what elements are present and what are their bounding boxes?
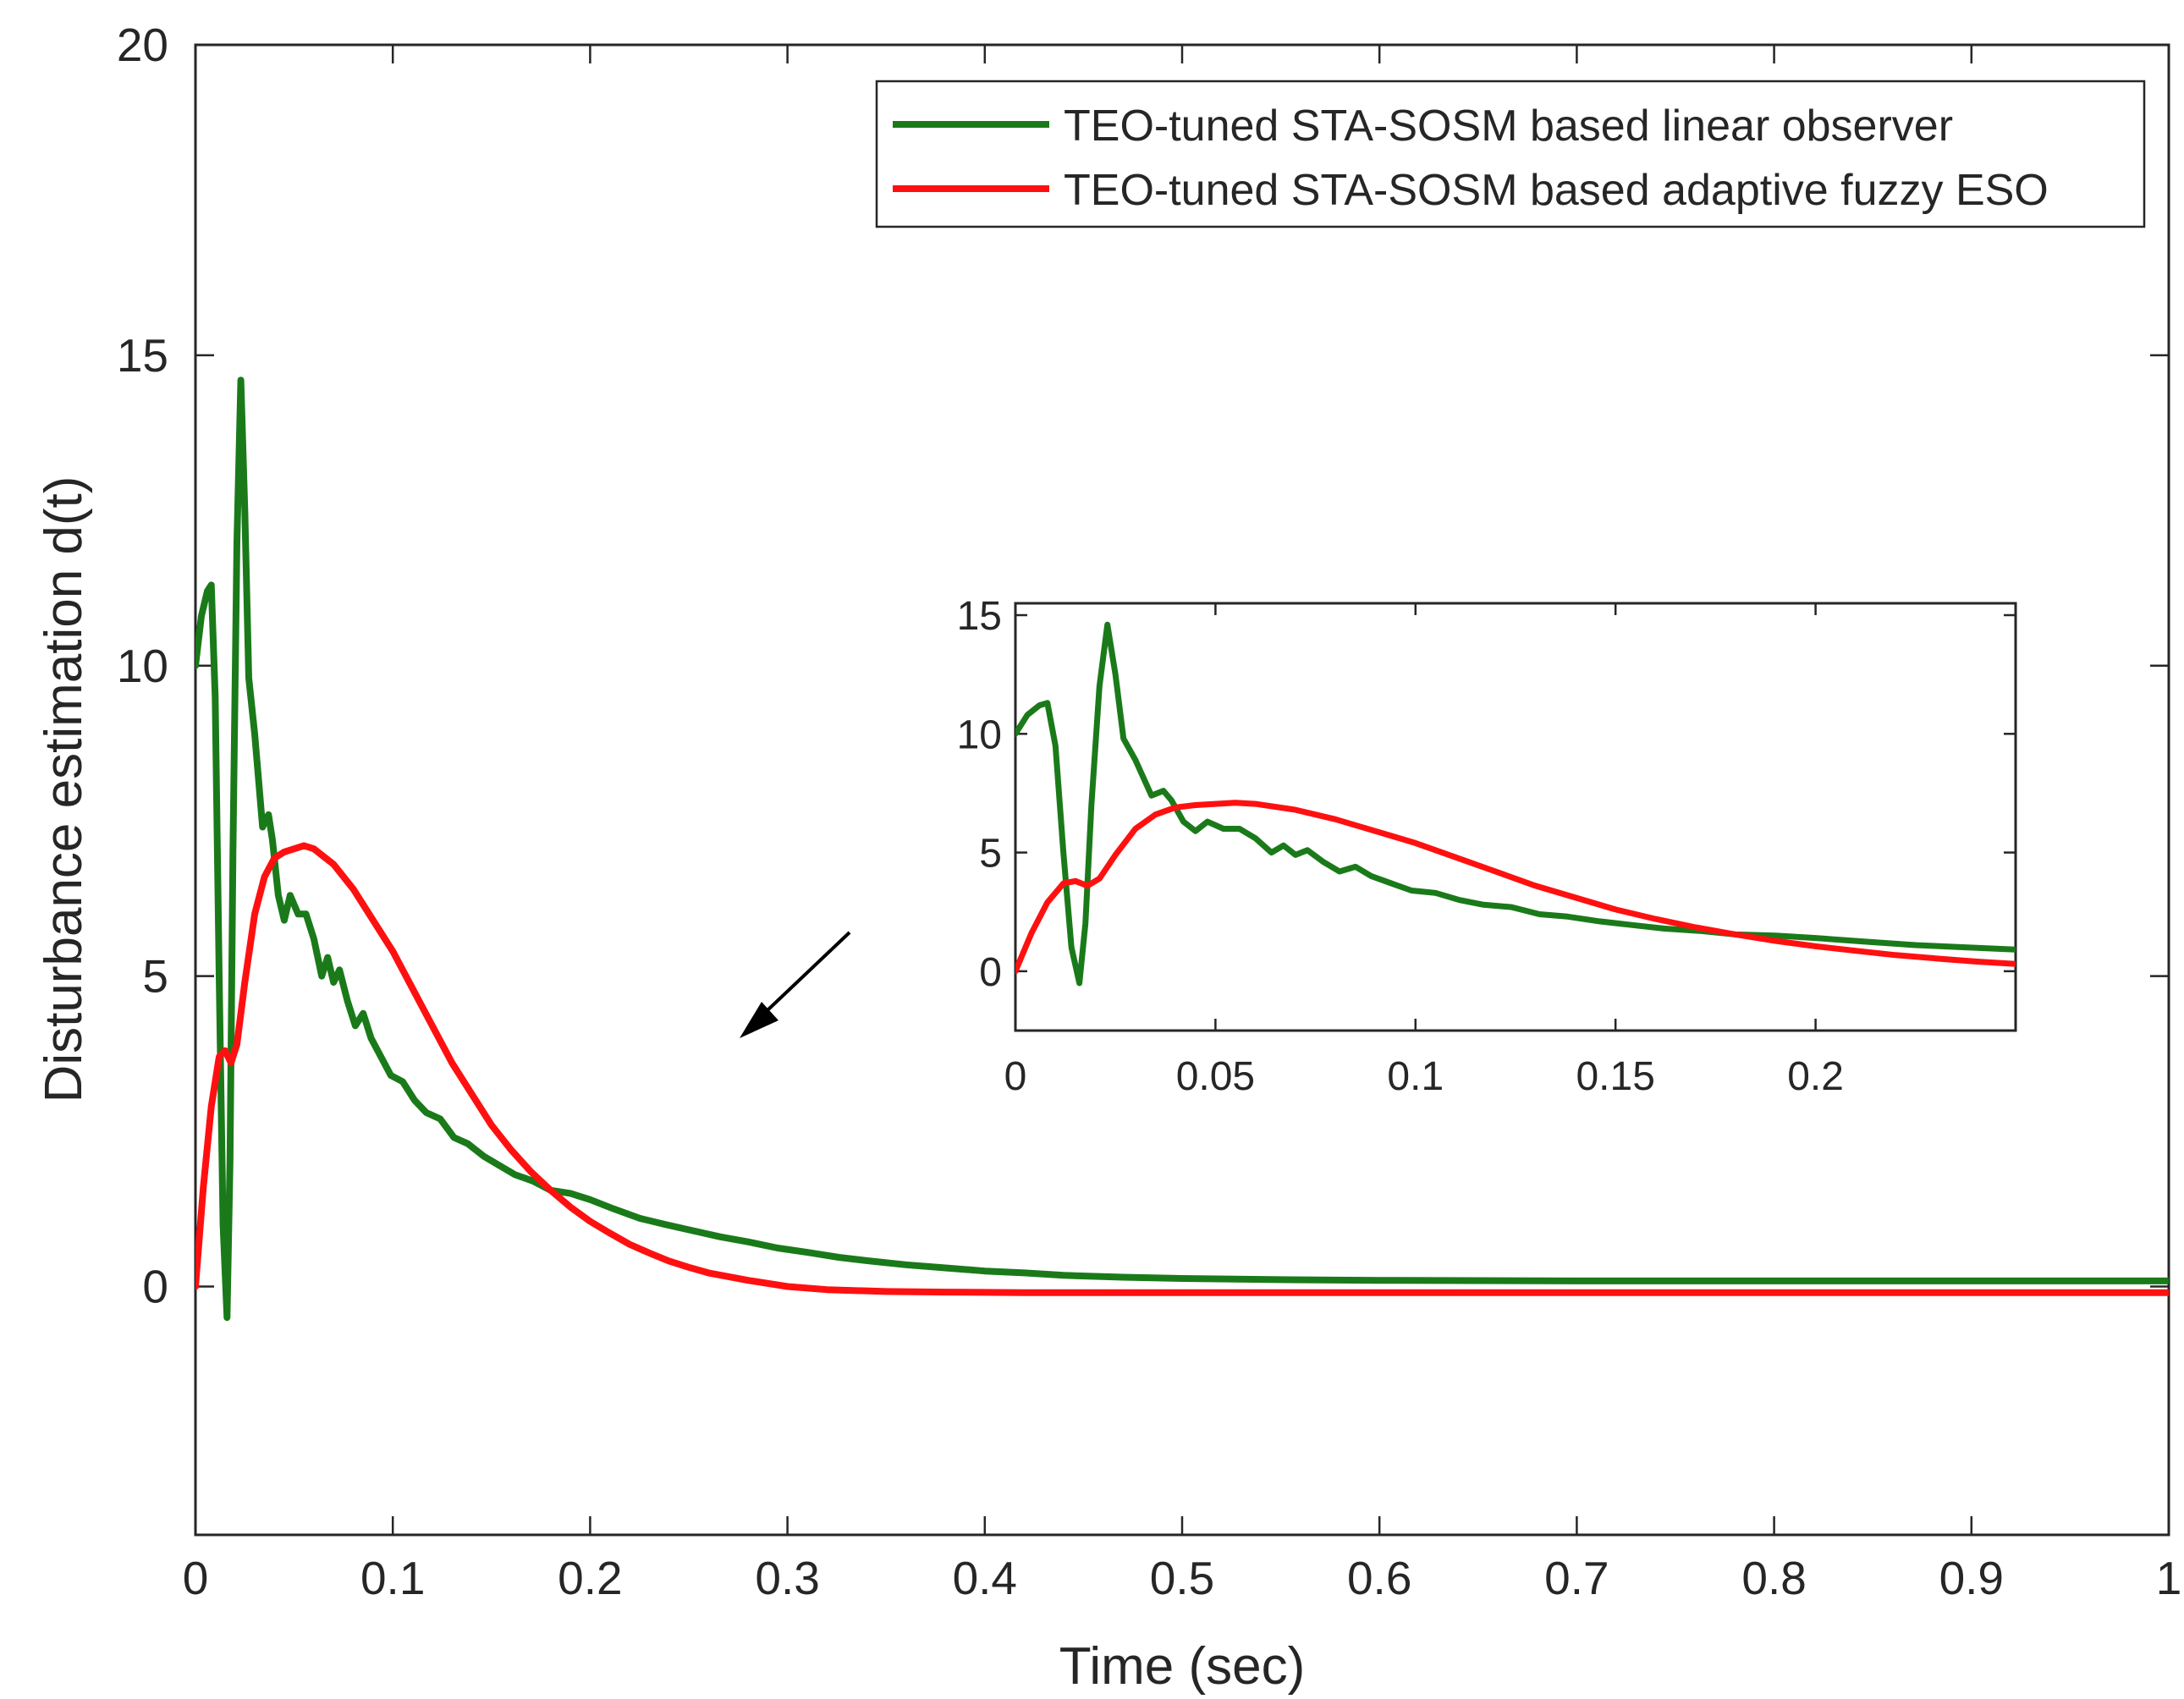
inset-series-lines: [1015, 621, 2016, 987]
main-y-tick-label-10: 10: [117, 640, 168, 692]
inset-axes: 0 0.05 0.1 0.15 0.2 0 5 10 15: [957, 594, 2017, 1099]
inset-y-tick-label-0: 0: [979, 950, 1002, 995]
main-x-tick-label-0p4: 0.4: [953, 1552, 1017, 1604]
inset-y-tick-label-5: 5: [979, 832, 1002, 877]
legend-box: [875, 80, 2146, 228]
legend-label-adaptive-fuzzy-eso: TEO-tuned STA-SOSM based adaptive fuzzy …: [1064, 166, 2049, 215]
main-x-tick-label-0p3: 0.3: [755, 1552, 819, 1604]
main-x-tick-label-0p6: 0.6: [1347, 1552, 1411, 1604]
inset-series-line-adaptive-fuzzy-eso: [1015, 800, 2016, 975]
inset-tick-labels: 0 0.05 0.1 0.15 0.2 0 5 10 15: [957, 594, 1844, 1099]
x-axis-label: Time (sec): [1059, 1637, 1305, 1696]
inset-x-tick-label-0p1: 0.1: [1387, 1054, 1444, 1099]
main-series-lines: [195, 377, 2169, 1322]
inset-x-tick-label-0: 0: [1004, 1054, 1027, 1099]
inset-y-tick-label-10: 10: [957, 712, 1002, 757]
y-axis-label: Disturbance estimation d(t): [35, 476, 93, 1103]
arrow-head: [740, 1002, 778, 1038]
main-series-line-adaptive-fuzzy-eso: [195, 842, 2169, 1296]
main-x-tick-label-0p7: 0.7: [1544, 1552, 1609, 1604]
annotation-arrow: [740, 931, 851, 1038]
legend: TEO-tuned STA-SOSM based linear observer…: [875, 80, 2146, 228]
main-x-tick-label-0p1: 0.1: [360, 1552, 425, 1604]
inset-x-tick-label-0p05: 0.05: [1176, 1054, 1255, 1099]
main-y-tick-label-0: 0: [142, 1261, 168, 1313]
main-series-line-linear-observer: [195, 377, 2169, 1322]
main-ticks: [194, 43, 2170, 1535]
main-x-tick-label-1: 1: [2156, 1552, 2182, 1604]
main-x-tick-label-0p2: 0.2: [558, 1552, 622, 1604]
inset-x-tick-label-0p15: 0.15: [1576, 1054, 1654, 1099]
main-y-tick-label-5: 5: [142, 950, 168, 1003]
main-y-tick-label-20: 20: [117, 19, 168, 71]
inset-plot-clip: [1015, 621, 2016, 987]
inset-x-tick-label-0p2: 0.2: [1787, 1054, 1844, 1099]
main-x-tick-label-0: 0: [183, 1552, 209, 1604]
main-plot-clip: [195, 377, 2169, 1322]
main-x-tick-label-0p9: 0.9: [1939, 1552, 2004, 1604]
main-x-tick-label-0p5: 0.5: [1150, 1552, 1214, 1604]
legend-label-linear-observer: TEO-tuned STA-SOSM based linear observer: [1064, 102, 1953, 151]
inset-y-tick-label-15: 15: [957, 594, 1002, 639]
inset-plot-area: [1014, 602, 2017, 1032]
main-x-tick-label-0p8: 0.8: [1741, 1552, 1806, 1604]
main-y-tick-label-15: 15: [117, 329, 168, 382]
